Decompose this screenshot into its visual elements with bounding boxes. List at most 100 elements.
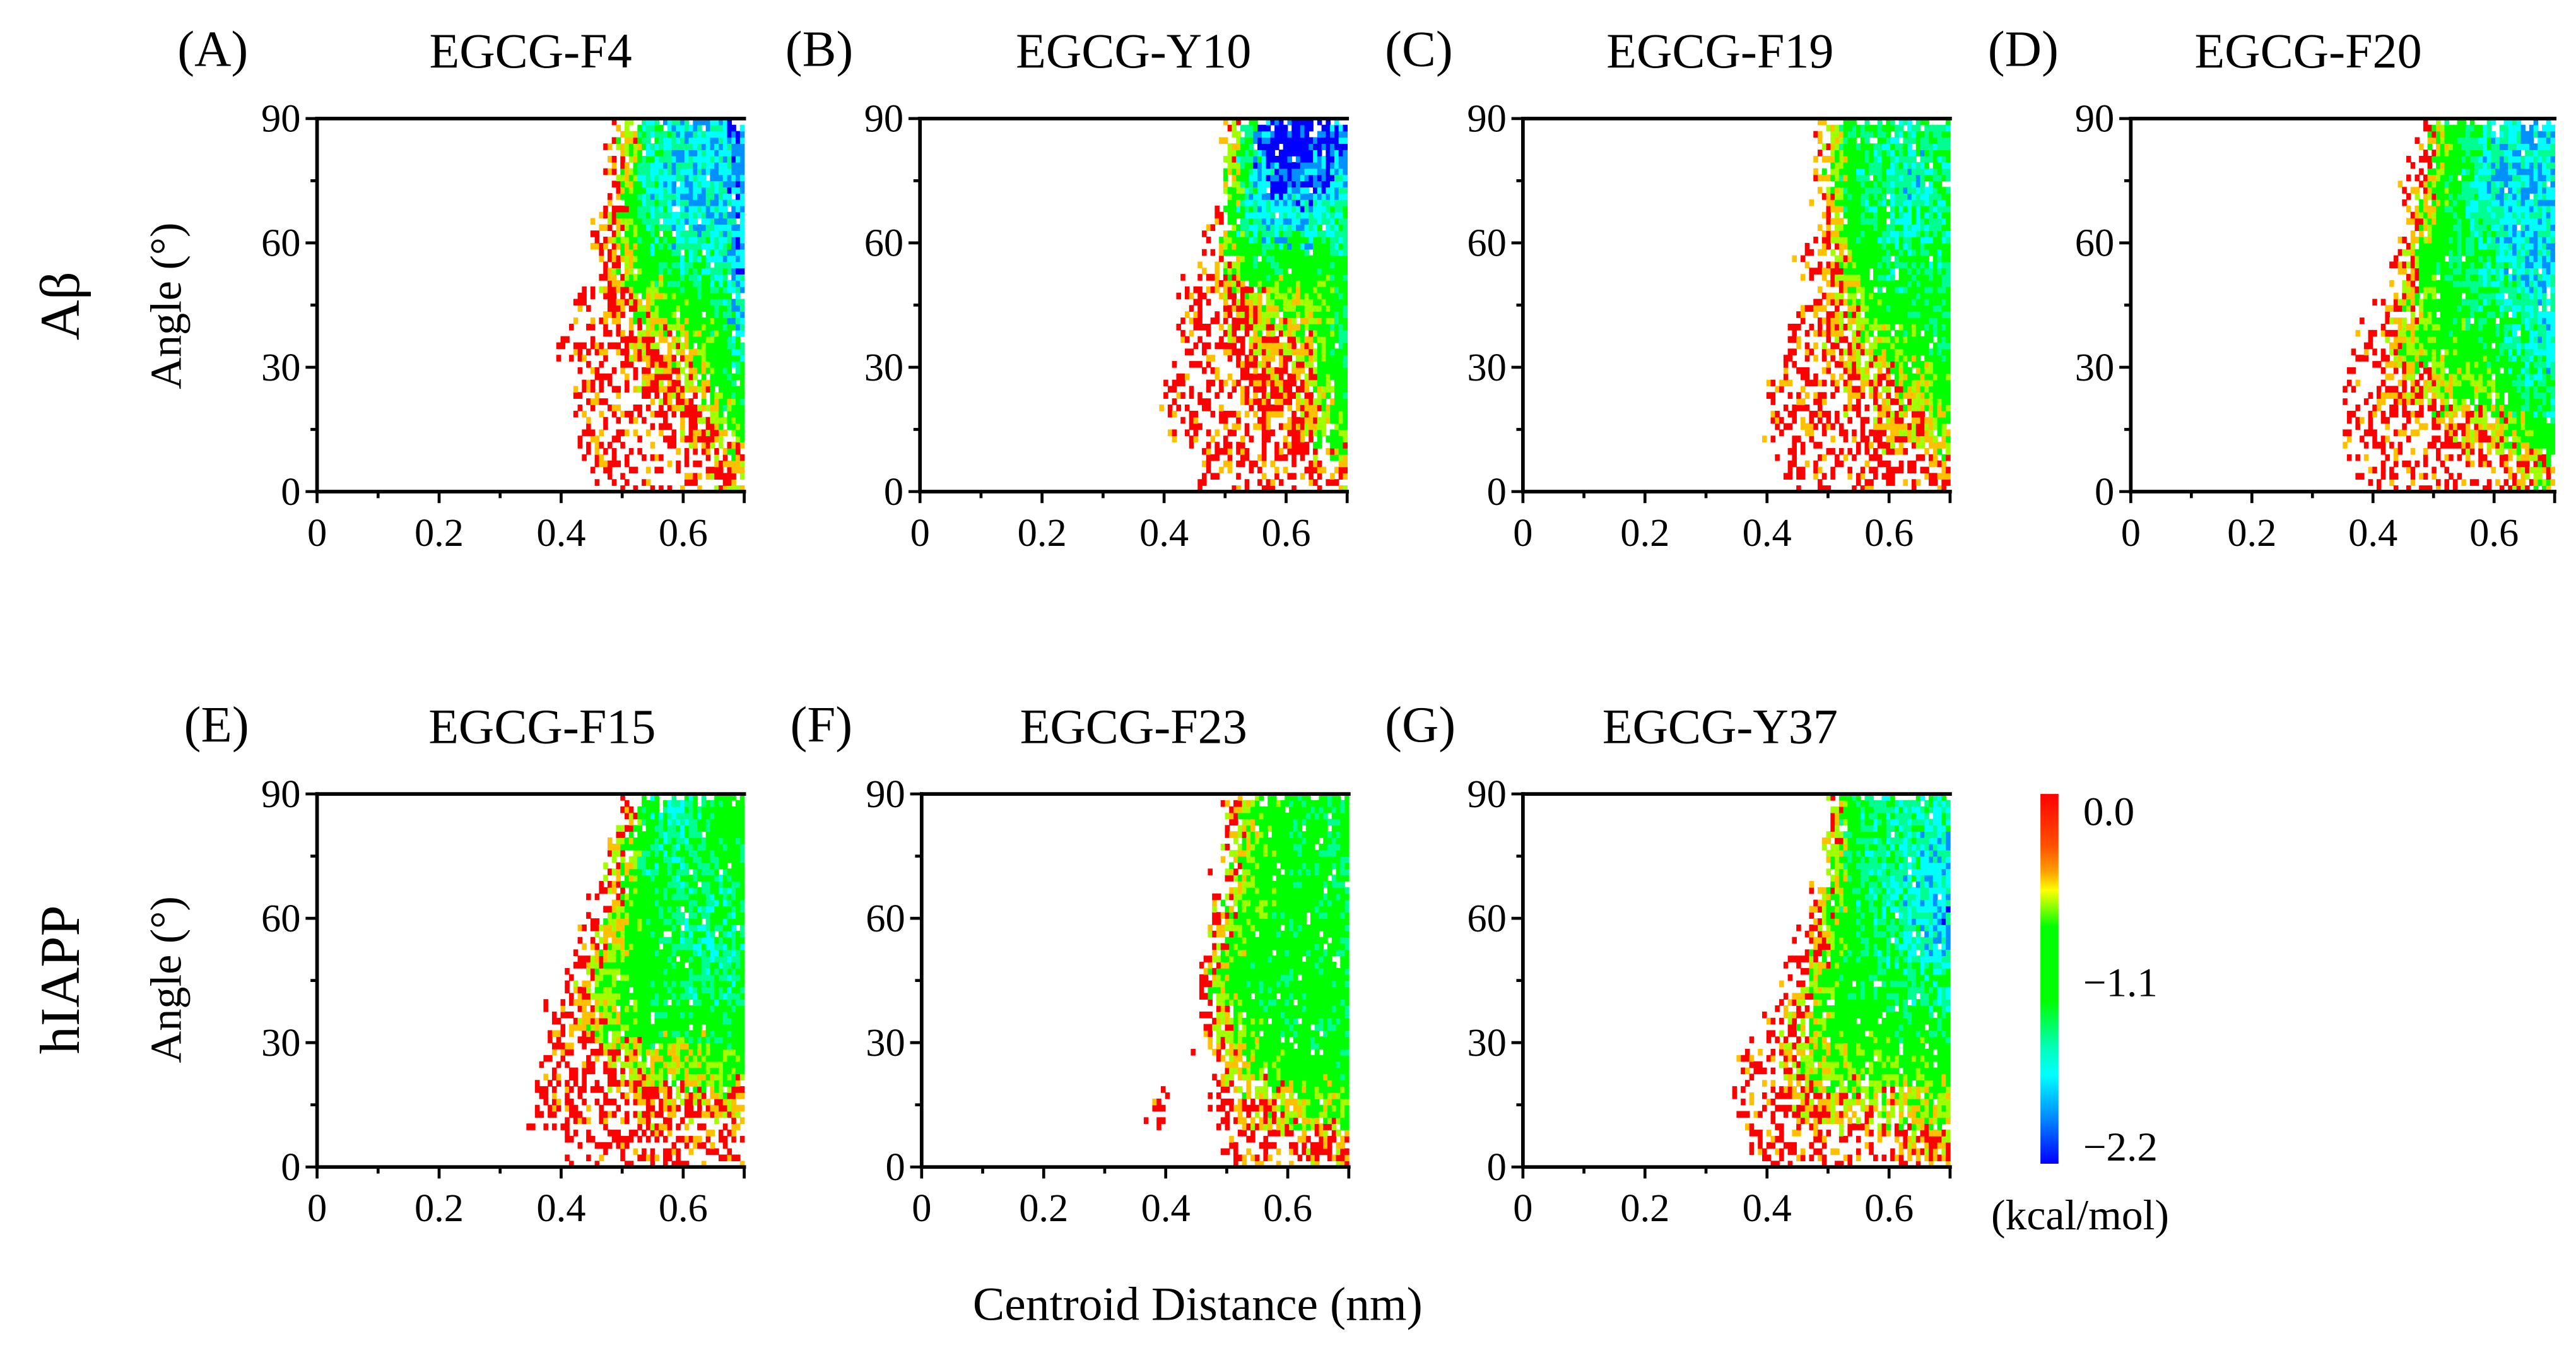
y-tick-label: 30 <box>864 345 903 389</box>
heatmap-cell <box>1881 137 1887 145</box>
heatmap-cell <box>625 131 630 138</box>
heatmap-cell <box>1304 137 1310 145</box>
heatmap-cell <box>1903 435 1908 442</box>
heatmap-cell <box>731 268 736 275</box>
heatmap-cell <box>1864 361 1870 368</box>
heatmap-cell <box>1838 423 1844 430</box>
heatmap-cell <box>1334 211 1339 219</box>
heatmap-cell <box>2355 405 2360 411</box>
heatmap-cell <box>1244 242 1250 250</box>
heatmap-cell <box>1915 118 1921 126</box>
heatmap-cell <box>1287 329 1293 337</box>
heatmap-cell <box>1860 423 1866 430</box>
heatmap-cell <box>1873 405 1878 411</box>
heatmap-cell <box>1864 305 1870 312</box>
heatmap-cell <box>1313 454 1318 461</box>
heatmap-cell <box>1249 361 1254 368</box>
heatmap-cell <box>1898 348 1904 355</box>
heatmap-cell <box>1295 348 1301 355</box>
heatmap-cell <box>616 174 621 182</box>
heatmap-cell <box>1300 168 1305 175</box>
heatmap-cell <box>1223 292 1228 300</box>
heatmap-cell <box>1877 237 1883 244</box>
heatmap-cell <box>1843 180 1849 187</box>
heatmap-cell <box>1249 174 1254 182</box>
heatmap-cell <box>1330 143 1335 150</box>
heatmap-cell <box>1937 367 1943 374</box>
heatmap-cell <box>1278 230 1284 237</box>
heatmap-cell <box>739 405 745 411</box>
heatmap-cell <box>1270 367 1275 374</box>
heatmap-cell <box>1232 218 1237 225</box>
heatmap-cell <box>722 180 728 187</box>
heatmap-cell <box>1304 429 1310 437</box>
heatmap-cell <box>1261 280 1267 287</box>
heatmap-cell <box>1270 131 1275 138</box>
heatmap-cell <box>1219 242 1224 250</box>
heatmap-cell <box>2360 417 2365 424</box>
heatmap-cell <box>1830 292 1835 300</box>
heatmap-cell <box>1830 187 1835 194</box>
heatmap-cell <box>1800 417 1806 424</box>
heatmap-cell <box>1911 255 1917 263</box>
heatmap-cell <box>1283 379 1288 387</box>
heatmap-cell <box>1206 286 1211 293</box>
heatmap-cell <box>1261 255 1267 263</box>
heatmap-cell <box>722 386 728 393</box>
heatmap-cell <box>1929 174 1934 182</box>
heatmap-cell <box>722 218 728 225</box>
heatmap-cell <box>1835 230 1840 237</box>
heatmap-cell <box>1860 168 1866 175</box>
heatmap-cell <box>1881 323 1887 331</box>
heatmap-cell <box>1894 392 1900 399</box>
heatmap-cell <box>637 311 642 318</box>
heatmap-cell <box>684 311 690 318</box>
heatmap-cell <box>1321 292 1327 300</box>
heatmap-cell <box>1309 348 1314 355</box>
heatmap-cell <box>1210 224 1216 231</box>
heatmap-cell <box>628 255 634 263</box>
heatmap-cell <box>1270 311 1275 318</box>
heatmap-cell <box>1886 479 1891 486</box>
heatmap-cell <box>727 218 732 225</box>
heatmap-cell <box>1223 261 1228 269</box>
heatmap-cell <box>1257 174 1262 182</box>
heatmap-cell <box>1283 292 1288 300</box>
heatmap-cell <box>1253 249 1258 256</box>
heatmap-cell <box>625 150 630 157</box>
heatmap-cell <box>671 137 677 145</box>
heatmap-cell <box>642 124 647 132</box>
heatmap-cell <box>1326 342 1331 350</box>
heatmap-cell <box>586 442 591 449</box>
heatmap-cell <box>1903 168 1908 175</box>
heatmap-cell <box>684 155 690 163</box>
heatmap-cell <box>1869 255 1874 263</box>
heatmap-cell <box>1330 124 1335 132</box>
heatmap-cell <box>1300 379 1305 387</box>
heatmap-cell <box>1818 479 1823 486</box>
heatmap-cell <box>1877 193 1883 200</box>
heatmap-cell <box>577 348 583 355</box>
heatmap-cell <box>1886 386 1891 393</box>
heatmap-cell <box>1300 323 1305 331</box>
heatmap-cell <box>1249 435 1254 442</box>
heatmap-cell <box>1907 118 1912 126</box>
heatmap-cell <box>1291 410 1297 418</box>
heatmap-cell <box>1886 143 1891 150</box>
heatmap-cell <box>1869 218 1874 225</box>
heatmap-cell <box>1300 230 1305 237</box>
heatmap-cell <box>667 361 673 368</box>
heatmap-cell <box>671 268 677 275</box>
heatmap-cell <box>1796 342 1801 350</box>
heatmap-cell <box>637 199 642 206</box>
heatmap-cell <box>1873 423 1878 430</box>
heatmap-cell <box>1287 118 1293 126</box>
heatmap-cell <box>603 460 608 468</box>
heatmap-cell <box>1911 355 1917 362</box>
heatmap-cell <box>1920 466 1926 474</box>
heatmap-cell <box>1898 143 1904 150</box>
heatmap-cell <box>1321 162 1327 169</box>
heatmap-cell <box>1907 137 1912 145</box>
heatmap-cell <box>1856 261 1861 269</box>
